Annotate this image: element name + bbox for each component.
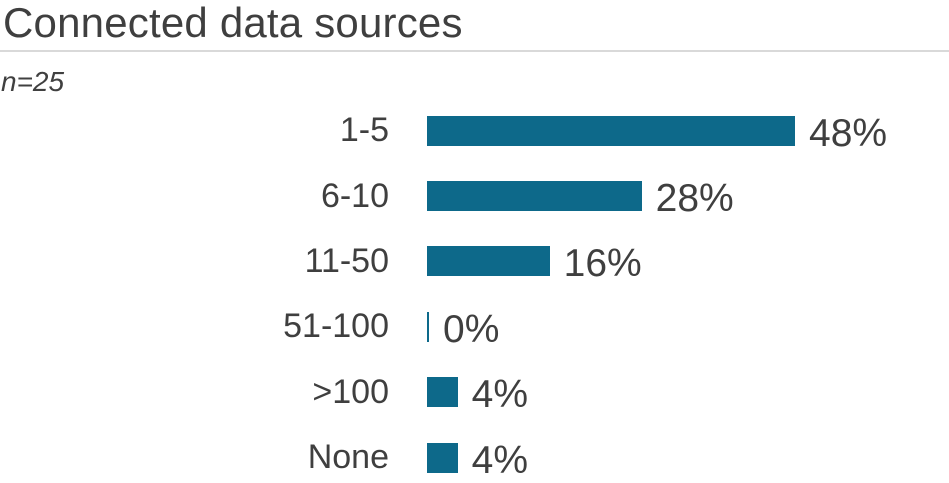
category-label: None xyxy=(307,438,389,477)
bar-zone: 0% xyxy=(427,305,949,351)
value-label: 4% xyxy=(471,438,529,482)
bar-zone: 48% xyxy=(427,109,949,155)
bar xyxy=(427,246,550,277)
sample-size-label: n=25 xyxy=(1,66,65,97)
bar-zone: 4% xyxy=(427,370,949,417)
bar xyxy=(427,181,642,212)
title-divider xyxy=(0,50,949,52)
bar xyxy=(427,311,429,342)
category-label: 1-5 xyxy=(339,111,389,150)
chart-row: 11-50 16% xyxy=(0,229,949,294)
chart-row: 51-100 0% xyxy=(0,294,949,359)
bar xyxy=(427,442,458,473)
value-label: 4% xyxy=(471,373,529,417)
bar-zone: 16% xyxy=(427,239,949,286)
chart-row: 1-5 48% xyxy=(0,98,949,163)
bar-zone: 28% xyxy=(427,174,949,221)
chart-row: 6-10 28% xyxy=(0,163,949,228)
category-label: >100 xyxy=(312,372,389,411)
chart-row: None 4% xyxy=(0,425,949,483)
value-label: 48% xyxy=(809,111,888,155)
value-label: 28% xyxy=(655,177,734,221)
bar-zone: 4% xyxy=(427,436,949,482)
bar-chart: 1-5 48% 6-10 28% 11-50 16% 51-100 xyxy=(0,98,949,483)
bar xyxy=(427,115,796,146)
value-label: 0% xyxy=(443,307,500,351)
value-label: 16% xyxy=(563,242,642,286)
chart-title: Connected data sources xyxy=(3,0,463,46)
category-label: 51-100 xyxy=(283,307,389,346)
category-label: 11-50 xyxy=(304,241,389,280)
bar xyxy=(427,377,458,408)
category-label: 6-10 xyxy=(320,176,389,215)
chart-row: >100 4% xyxy=(0,360,949,425)
